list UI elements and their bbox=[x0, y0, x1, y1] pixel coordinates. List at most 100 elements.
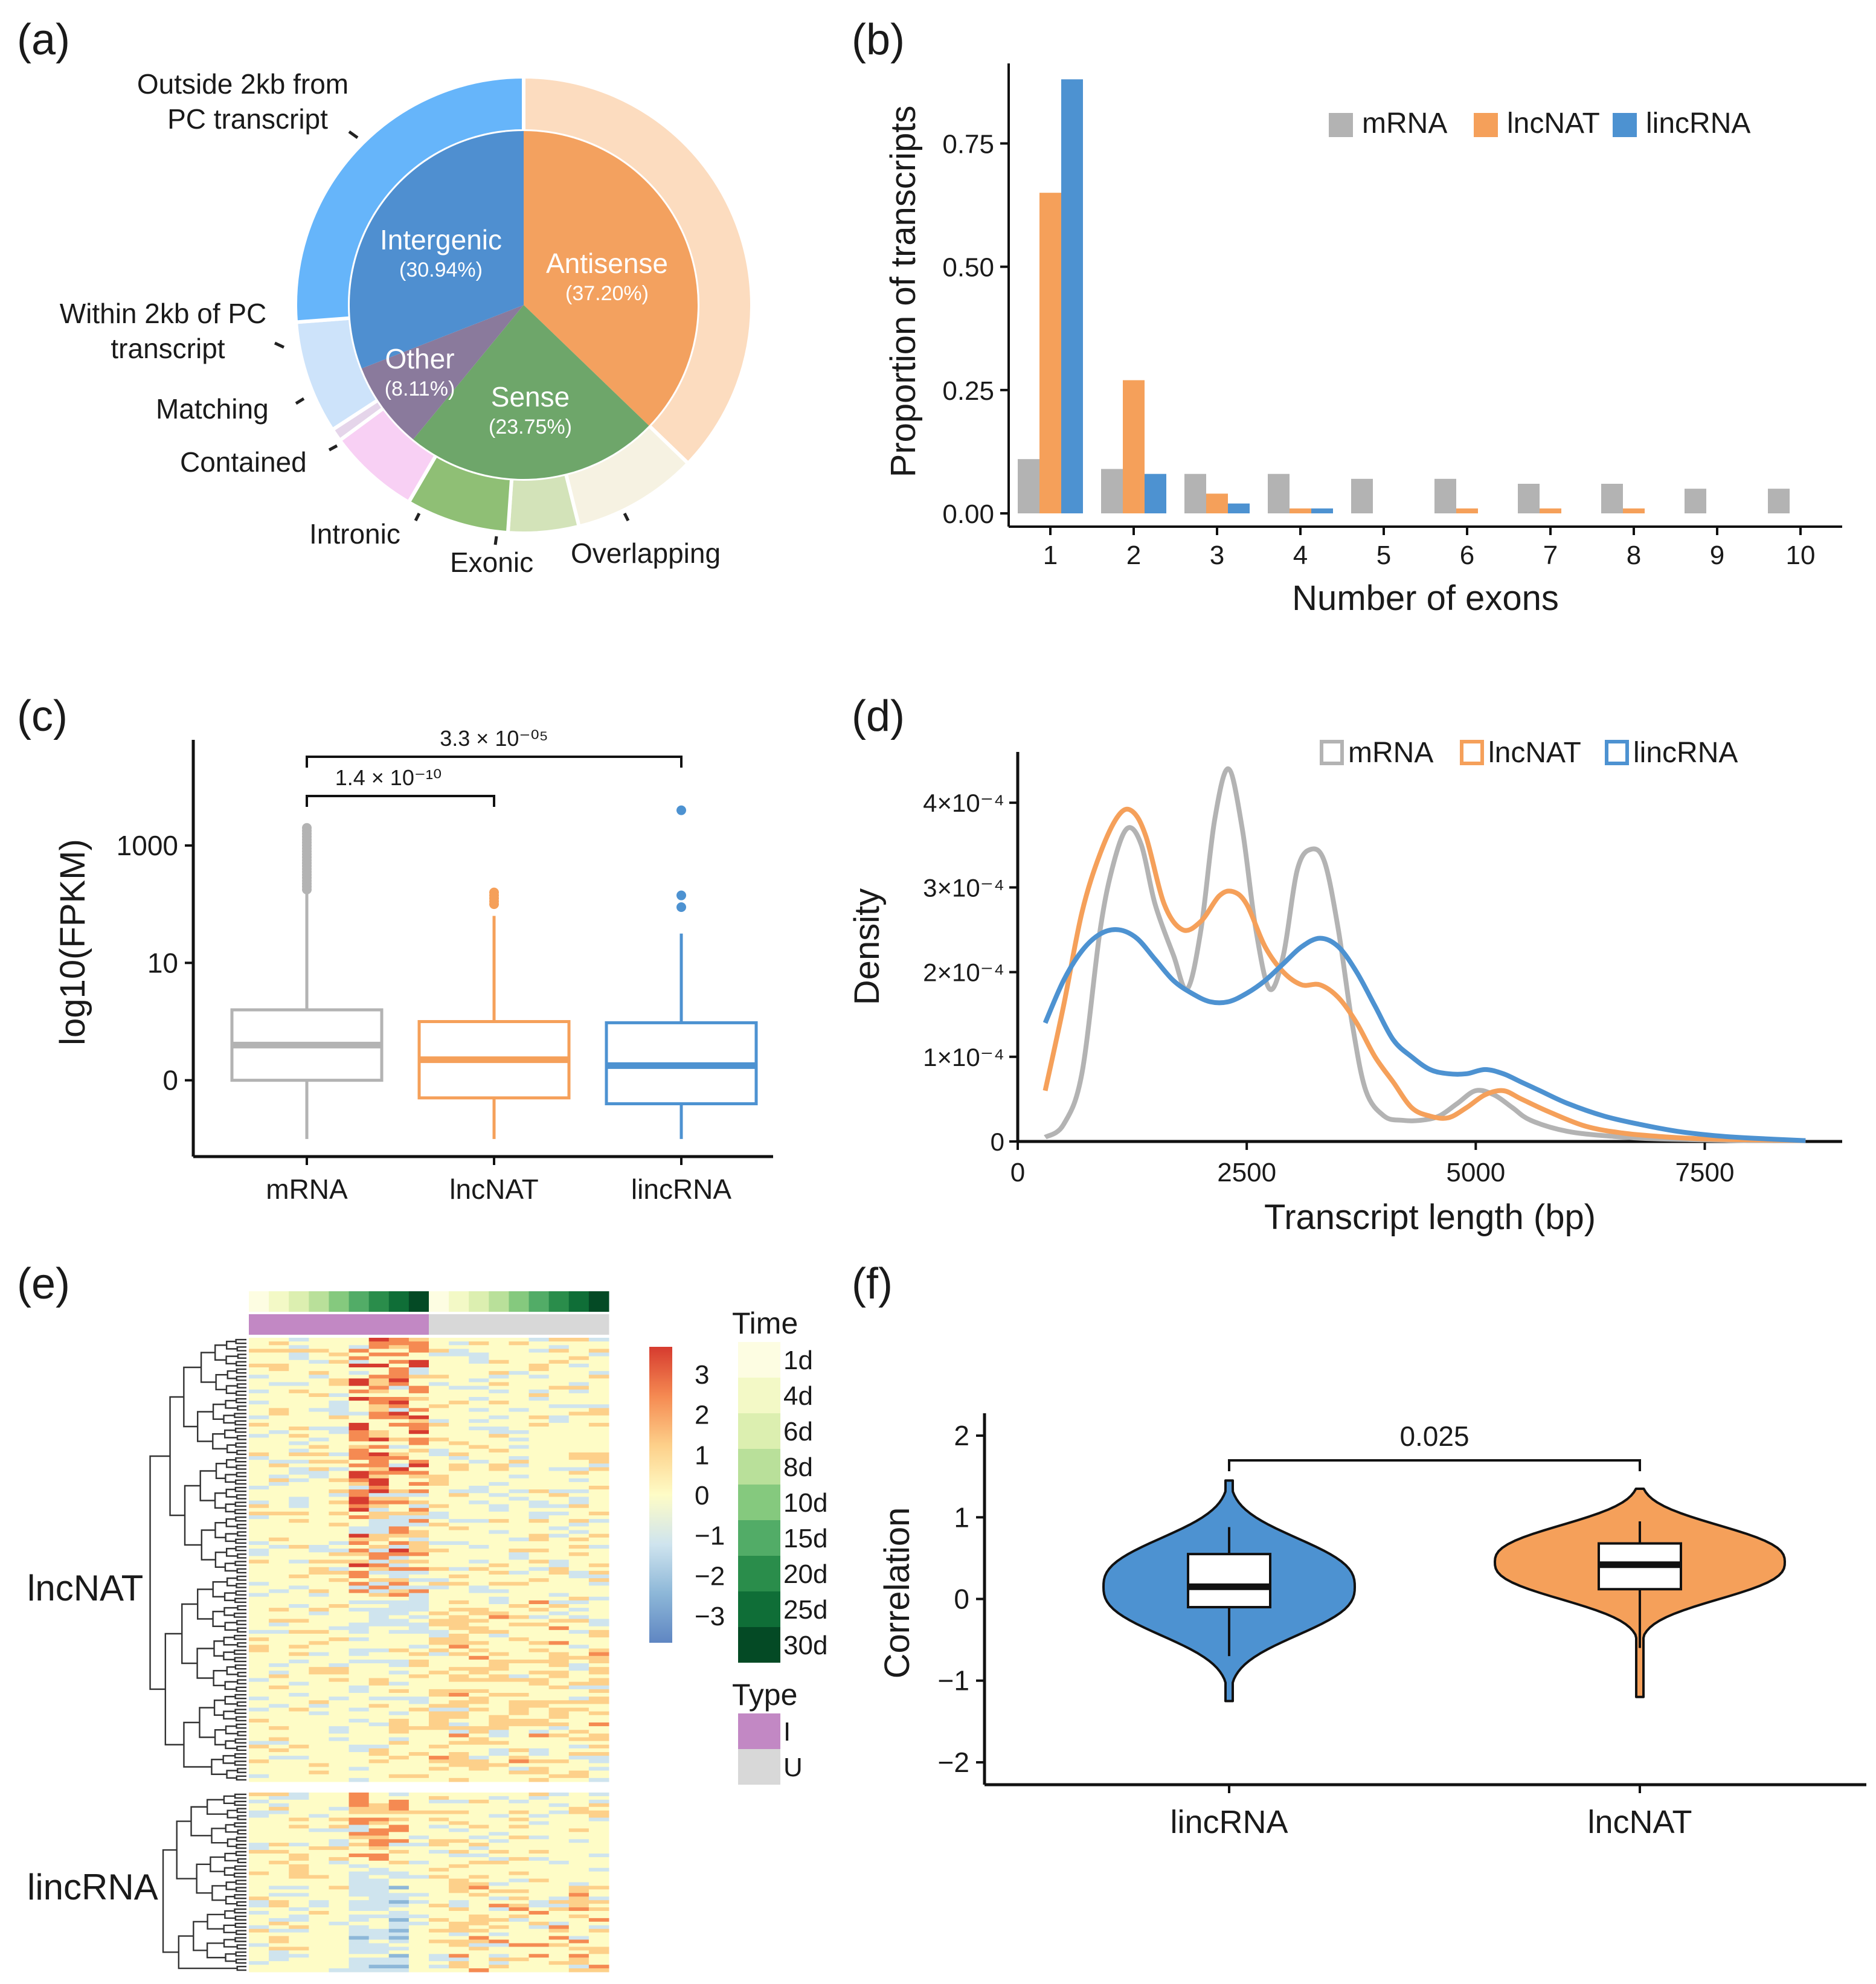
heatmap-cell bbox=[449, 1693, 469, 1697]
heatmap-cell bbox=[548, 1667, 570, 1671]
dendrogram-branch bbox=[223, 1867, 236, 1876]
heatmap-cell bbox=[449, 1697, 469, 1701]
heatmap-cell bbox=[429, 1552, 449, 1556]
heatmap-cell bbox=[528, 1422, 550, 1427]
heatmap-cell bbox=[289, 1356, 309, 1361]
heatmap-cell bbox=[528, 1957, 550, 1962]
heatmap-cell bbox=[289, 1730, 309, 1734]
heatmap-cell bbox=[449, 1704, 469, 1708]
heatmap-cell bbox=[588, 1611, 609, 1616]
heatmap-cell bbox=[349, 1939, 370, 1944]
heatmap-cell bbox=[249, 1615, 269, 1619]
heatmap-cell bbox=[449, 1853, 469, 1858]
heatmap-cell bbox=[408, 1441, 429, 1446]
heatmap-cell bbox=[449, 1596, 469, 1601]
heatmap-cell bbox=[548, 1689, 570, 1693]
heatmap-cell bbox=[408, 1367, 429, 1372]
heatmap-cell bbox=[449, 1460, 469, 1464]
heatmap-cell bbox=[489, 1401, 509, 1405]
significance-bracket bbox=[306, 756, 683, 768]
heatmap-cell bbox=[429, 1556, 449, 1560]
heatmap-cell bbox=[388, 1715, 410, 1719]
heatmap-cell bbox=[269, 1648, 289, 1653]
heatmap-cell bbox=[588, 1349, 609, 1353]
heatmap-cell bbox=[588, 1715, 609, 1719]
heatmap-cell bbox=[429, 1744, 449, 1749]
heatmap-cell bbox=[388, 1733, 410, 1738]
heatmap-cell bbox=[528, 1497, 550, 1501]
heatmap-cell bbox=[449, 1799, 469, 1804]
heatmap-cell bbox=[329, 1671, 350, 1675]
heatmap-cell bbox=[388, 1530, 410, 1535]
heatmap-cell bbox=[509, 1957, 530, 1962]
heatmap-cell bbox=[548, 1857, 570, 1861]
heatmap-cell bbox=[469, 1419, 489, 1424]
heatmap-cell bbox=[469, 1667, 489, 1671]
heatmap-cell bbox=[528, 1835, 550, 1840]
heatmap-cell bbox=[408, 1448, 429, 1453]
heatmap-cell bbox=[349, 1448, 370, 1453]
heatmap-cell bbox=[469, 1422, 489, 1427]
heatmap-cell bbox=[429, 1408, 449, 1412]
heatmap-cell bbox=[309, 1697, 329, 1701]
heatmap-cell bbox=[408, 1896, 429, 1901]
heatmap-cell bbox=[429, 1629, 449, 1634]
heatmap-cell bbox=[289, 1430, 309, 1434]
heatmap-cell bbox=[368, 1843, 390, 1847]
heatmap-cell bbox=[309, 1943, 329, 1947]
heatmap-cell bbox=[528, 1817, 550, 1822]
heatmap-cell bbox=[449, 1430, 469, 1434]
heatmap-cell bbox=[548, 1626, 570, 1631]
heatmap-cell bbox=[249, 1810, 269, 1815]
heatmap-cell bbox=[309, 1832, 329, 1836]
chart-d: 01×10⁻⁴2×10⁻⁴3×10⁻⁴4×10⁻⁴0 2500 5000 7500Tr… bbox=[847, 737, 1842, 1237]
heatmap-cell bbox=[489, 1925, 509, 1930]
heatmap-cell bbox=[449, 1678, 469, 1683]
heatmap-cell bbox=[289, 1659, 309, 1664]
heatmap-cell bbox=[588, 1648, 609, 1653]
heatmap-cell bbox=[249, 1604, 269, 1608]
heatmap-cell bbox=[408, 1634, 429, 1638]
heatmap-cell bbox=[368, 1756, 390, 1760]
heatmap-cell bbox=[588, 1427, 609, 1431]
heatmap-cell bbox=[388, 1828, 410, 1832]
heatmap-cell bbox=[449, 1821, 469, 1825]
dendrogram-branch bbox=[237, 1815, 246, 1820]
heatmap-cell bbox=[388, 1860, 410, 1865]
heatmap-cell bbox=[588, 1382, 609, 1387]
heatmap-cell bbox=[568, 1471, 589, 1475]
heatmap-cell bbox=[548, 1704, 570, 1708]
heatmap-cell bbox=[309, 1474, 329, 1479]
heatmap-cell bbox=[568, 1519, 589, 1523]
time-legend-swatch bbox=[738, 1342, 780, 1378]
heatmap-cell bbox=[349, 1478, 370, 1483]
heatmap-cell bbox=[568, 1832, 589, 1836]
x-tick-label: 7 bbox=[1543, 541, 1558, 570]
heatmap-cell bbox=[249, 1741, 269, 1745]
heatmap-cell bbox=[469, 1526, 489, 1530]
heatmap-cell bbox=[289, 1882, 309, 1886]
heatmap-cell bbox=[489, 1671, 509, 1675]
heatmap-cell bbox=[289, 1860, 309, 1865]
heatmap-cell bbox=[329, 1363, 350, 1368]
heatmap-cell bbox=[408, 1533, 429, 1538]
heatmap-cell bbox=[429, 1928, 449, 1933]
heatmap-cell bbox=[469, 1911, 489, 1915]
heatmap-cell bbox=[548, 1655, 570, 1660]
heatmap-cell bbox=[289, 1850, 309, 1854]
heatmap-cell bbox=[349, 1803, 370, 1808]
heatmap-cell bbox=[509, 1867, 530, 1872]
panel-d: (d) 01×10⁻⁴2×10⁻⁴3×10⁻⁴4×10⁻⁴0 2500 5000 75… bbox=[847, 692, 1842, 1237]
y-tick-label: 4×10⁻⁴ bbox=[923, 789, 1004, 817]
heatmap-cell bbox=[388, 1718, 410, 1723]
heatmap-cell bbox=[309, 1828, 329, 1832]
heatmap-cell bbox=[528, 1681, 550, 1686]
heatmap-cell bbox=[489, 1408, 509, 1412]
heatmap-cell bbox=[269, 1645, 289, 1649]
heatmap-cell bbox=[568, 1896, 589, 1901]
heatmap-cell bbox=[388, 1832, 410, 1836]
heatmap-cell bbox=[269, 1767, 289, 1771]
heatmap-cell bbox=[269, 1817, 289, 1822]
heatmap-cell bbox=[449, 1515, 469, 1520]
heatmap-cell bbox=[588, 1914, 609, 1919]
